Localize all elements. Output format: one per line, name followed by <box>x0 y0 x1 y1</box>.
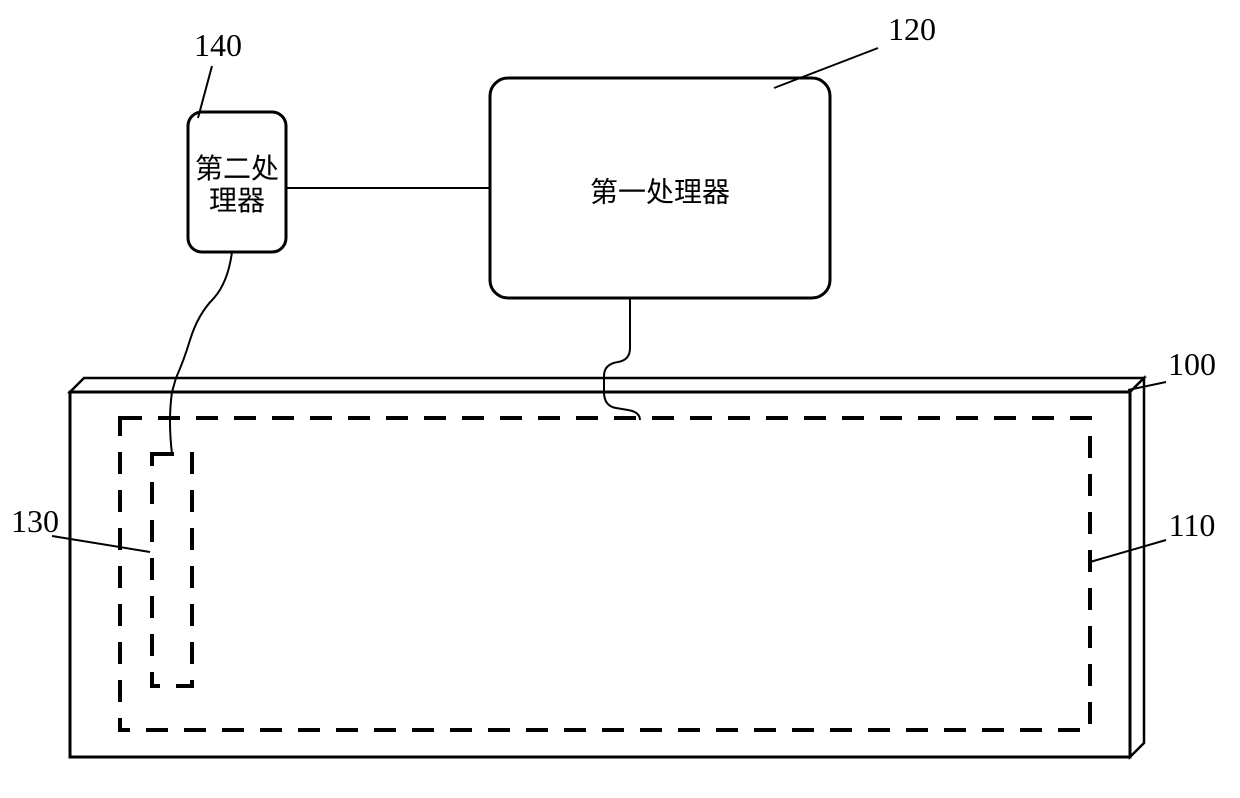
panel-100-right-face <box>1130 378 1144 757</box>
ref-label-120: 120 <box>888 11 936 47</box>
panel-100-top-face <box>70 378 1144 392</box>
ref-label-110: 110 <box>1169 507 1216 543</box>
ref-label-130: 130 <box>11 503 59 539</box>
panel-100-front-face <box>70 392 1130 757</box>
box-120-label: 第一处理器 <box>590 176 730 208</box>
leader-120 <box>774 48 878 88</box>
leader-140 <box>198 66 212 118</box>
ref-label-100: 100 <box>1168 346 1216 382</box>
ref-label-140: 140 <box>194 27 242 63</box>
